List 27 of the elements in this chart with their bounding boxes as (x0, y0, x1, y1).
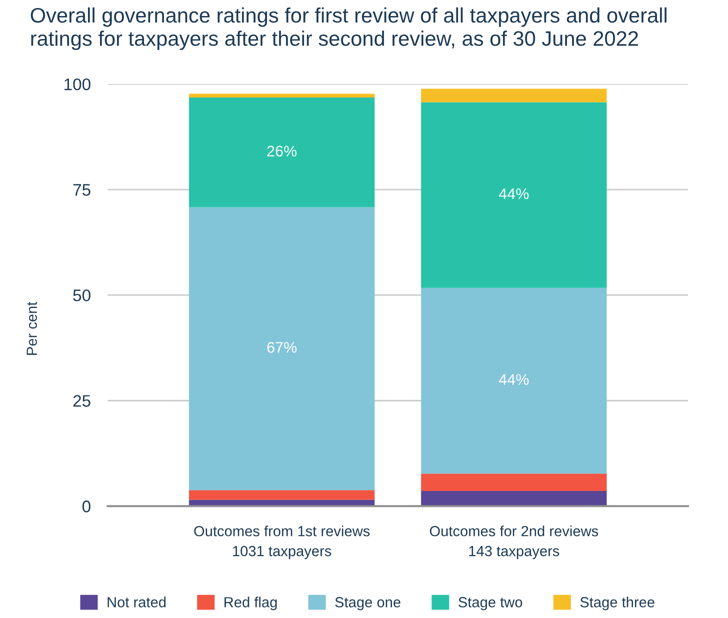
bar (421, 490, 607, 506)
y-tick-label: 0 (82, 500, 90, 512)
legend-label: Not rated (108, 596, 166, 608)
bar (421, 288, 607, 474)
data-label: 44% (498, 374, 529, 385)
chart-title: Overall governance ratings for first review of all taxpayers and overall ratings for taxpayers after their second review, as of 30 June 2022 (30, 7, 666, 50)
data-label: 67% (267, 342, 297, 353)
bar (188, 98, 375, 208)
bar (188, 490, 375, 500)
bar (421, 88, 607, 102)
y-tick-label: 25 (73, 395, 90, 407)
x-tick-label: Outcomes from 1st reviews 1031 taxpayers (194, 526, 370, 560)
x-tick-label: Outcomes for 2nd reviews 143 taxpayers (430, 526, 598, 560)
y-axis-title: Per cent (26, 302, 37, 355)
data-label: 26% (267, 146, 297, 157)
bar (188, 94, 375, 98)
bar (421, 102, 607, 288)
legend-label: Stage two (458, 597, 522, 610)
data-label: 44% (498, 188, 529, 200)
y-tick-label: 75 (73, 184, 90, 196)
bar (421, 474, 607, 491)
y-tick-label: 100 (64, 78, 90, 90)
y-tick-label: 50 (73, 289, 90, 302)
legend-label: Red flag (224, 596, 277, 610)
bar (188, 207, 375, 490)
legend-label: Stage one (335, 597, 400, 610)
legend-label: Stage three (580, 596, 654, 610)
